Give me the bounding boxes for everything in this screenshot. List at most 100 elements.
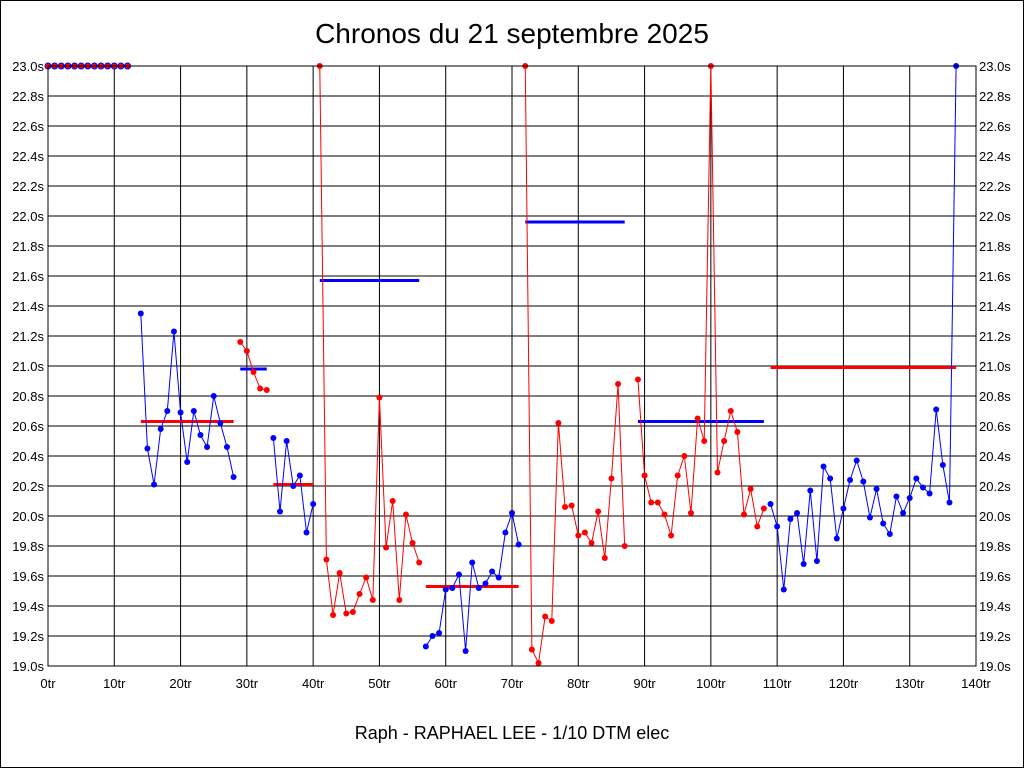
data-point — [144, 445, 151, 452]
data-point — [933, 406, 940, 413]
y-tick-label-right: 21.8s — [979, 239, 1011, 254]
data-point — [170, 328, 177, 335]
data-point — [263, 387, 270, 393]
data-point — [674, 472, 681, 479]
data-point — [913, 475, 920, 482]
y-tick-label-left: 19.4s — [12, 599, 44, 614]
data-point — [469, 559, 476, 566]
x-tick-label: 50tr — [368, 676, 391, 691]
data-point — [157, 426, 164, 432]
data-point — [363, 574, 370, 581]
data-point — [648, 499, 655, 506]
data-point — [243, 348, 250, 354]
data-point — [409, 540, 416, 546]
data-point — [217, 420, 224, 426]
data-point — [621, 543, 628, 549]
data-point — [429, 633, 436, 639]
data-point — [833, 535, 840, 542]
data-point — [827, 475, 834, 482]
data-point — [290, 483, 297, 489]
data-point — [601, 555, 608, 561]
data-point — [741, 511, 747, 518]
y-tick-label-left: 22.6s — [12, 119, 44, 134]
data-point — [310, 501, 317, 507]
data-point — [323, 556, 330, 563]
data-point — [734, 429, 741, 435]
data-point — [509, 510, 515, 516]
data-point — [184, 459, 191, 465]
data-point — [462, 648, 469, 654]
chart-subtitle: Raph - RAPHAEL LEE - 1/10 DTM elec — [354, 723, 670, 743]
data-point — [581, 529, 588, 536]
data-point — [568, 502, 575, 509]
data-point — [237, 339, 244, 345]
data-point — [721, 438, 728, 444]
data-point — [780, 586, 787, 593]
data-point — [528, 646, 535, 653]
data-point — [840, 505, 847, 512]
data-point — [495, 574, 502, 581]
data-point — [369, 597, 376, 603]
x-tick-label: 80tr — [567, 676, 590, 691]
data-point — [455, 571, 462, 578]
data-point — [760, 505, 767, 512]
data-point — [356, 591, 363, 597]
data-point — [906, 495, 913, 501]
data-point — [164, 408, 171, 414]
x-tick-label: 60tr — [435, 676, 458, 691]
data-point — [555, 420, 562, 426]
y-tick-label-right: 19.8s — [979, 539, 1011, 554]
x-tick-label: 110tr — [763, 676, 792, 691]
y-tick-label-left: 21.4s — [12, 299, 44, 314]
x-tick-label: 40tr — [302, 676, 325, 691]
y-tick-label-right: 20.4s — [979, 449, 1011, 464]
y-tick-label-right: 22.4s — [979, 149, 1011, 164]
data-point — [442, 586, 449, 593]
data-point — [866, 514, 873, 521]
data-point — [774, 523, 781, 530]
data-point — [886, 531, 893, 537]
data-point — [794, 510, 801, 516]
y-tick-label-right: 21.4s — [979, 299, 1011, 314]
x-tick-label: 0tr — [40, 676, 56, 691]
x-tick-label: 120tr — [829, 676, 859, 691]
data-point — [926, 490, 933, 497]
data-point — [422, 643, 429, 650]
data-point — [714, 469, 721, 476]
y-tick-label-right: 20.8s — [979, 389, 1011, 404]
data-point — [853, 457, 860, 464]
y-tick-label-left: 23.0s — [12, 59, 44, 74]
data-point — [747, 486, 754, 492]
y-tick-label-right: 19.0s — [979, 659, 1011, 674]
data-point — [330, 612, 337, 618]
data-point — [873, 486, 880, 492]
data-point — [257, 385, 264, 392]
data-point — [813, 558, 820, 564]
data-point — [210, 393, 217, 399]
y-tick-label-left: 20.8s — [12, 389, 44, 404]
y-tick-label-right: 19.2s — [979, 629, 1011, 644]
y-tick-label-left: 22.2s — [12, 179, 44, 194]
y-tick-label-left: 21.2s — [12, 329, 44, 344]
data-point — [608, 475, 615, 482]
data-point — [190, 408, 197, 414]
data-point — [880, 520, 887, 527]
data-point — [542, 613, 549, 620]
data-point — [151, 481, 158, 488]
y-tick-label-right: 20.2s — [979, 479, 1011, 494]
data-point — [668, 532, 675, 539]
data-point — [475, 585, 482, 591]
data-point — [230, 474, 237, 480]
x-tick-label: 70tr — [501, 676, 524, 691]
y-tick-label-left: 19.2s — [12, 629, 44, 644]
data-point — [860, 478, 867, 485]
data-point — [389, 498, 396, 504]
data-point — [787, 516, 794, 522]
data-point — [489, 568, 496, 575]
data-point — [562, 504, 569, 510]
data-point — [535, 660, 542, 666]
data-point — [197, 432, 204, 438]
y-tick-label-left: 22.8s — [12, 89, 44, 104]
data-point — [634, 376, 641, 383]
data-point — [807, 487, 814, 494]
